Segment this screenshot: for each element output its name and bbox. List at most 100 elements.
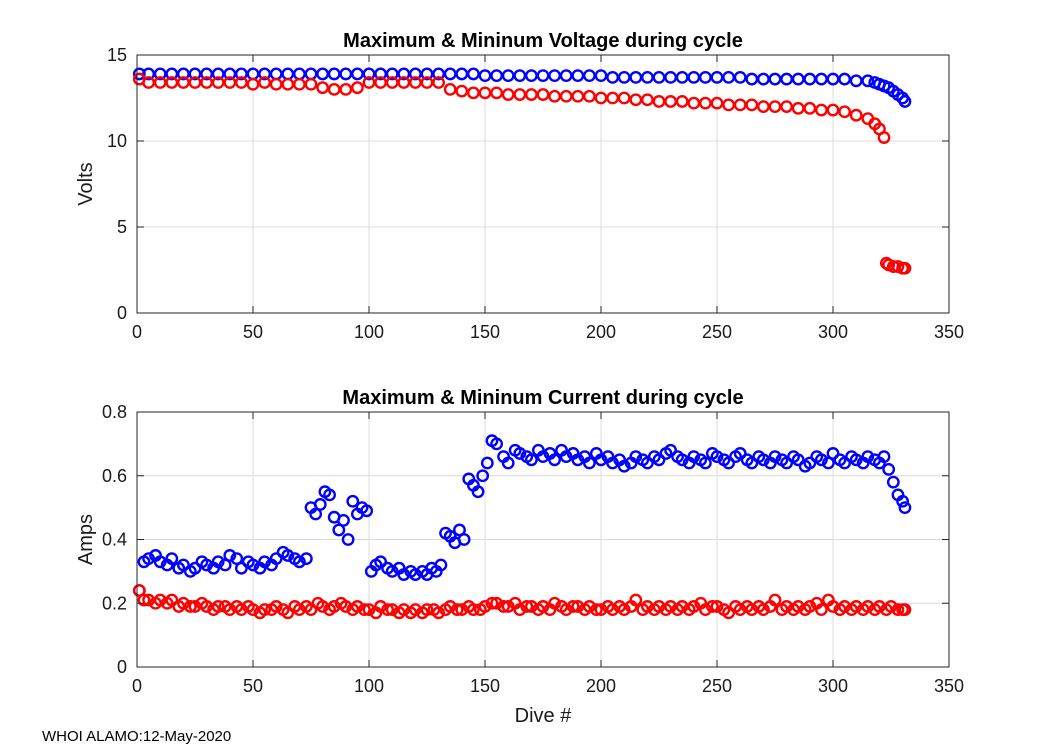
data-point [292,77,306,91]
data-point [617,459,631,473]
data-point [641,93,654,107]
data-point [629,70,643,84]
data-point [838,600,851,613]
data-point [571,89,585,103]
y-tick-label: 15 [107,45,127,65]
data-point [757,603,770,617]
data-point [879,256,893,270]
data-point [200,558,214,572]
data-point [313,498,327,511]
data-point [886,475,900,489]
data-point [434,558,448,572]
data-point [258,603,271,617]
data-point [316,67,329,81]
x-tick-label: 0 [132,676,142,696]
x-tick-label: 350 [934,322,964,342]
data-point [826,447,840,460]
data-point [722,70,735,84]
y-axis-label: Volts [75,162,97,205]
data-point [385,564,399,578]
data-point [803,600,817,613]
data-point [745,98,759,112]
data-point [548,89,561,103]
data-point [223,549,237,562]
data-point [757,453,770,467]
data-point [675,453,689,467]
data-point [884,600,898,613]
data-point [497,600,510,613]
y-tick-label: 0.6 [102,466,127,486]
data-point [617,91,631,105]
data-point [357,603,371,617]
data-point [337,513,350,527]
data-point [165,552,179,566]
data-point [397,568,411,581]
data-point [838,72,851,86]
data-point [234,76,248,89]
x-tick-label: 200 [586,322,616,342]
current-chart: 0 50 100 150 200 250 300 350 0 0.2 0.4 0.6 0.8 Maximu… [75,387,964,727]
y-tick-label: 0.4 [102,530,127,550]
data-point [710,600,724,613]
data-point [566,600,580,613]
data-point [803,456,817,470]
data-point [246,77,260,91]
data-point [898,95,912,108]
data-point [780,100,793,114]
data-point [583,600,596,613]
data-point [292,555,306,569]
data-point [594,453,608,467]
series-minimum-current [132,584,912,620]
data-point [420,76,434,89]
data-point [490,596,503,610]
x-tick-label: 50 [243,676,263,696]
data-point [466,67,480,81]
data-point [408,603,422,617]
data-point [617,603,631,617]
data-point [432,606,445,620]
data-point [142,552,156,566]
data-point [629,450,643,464]
data-point [664,443,677,457]
data-point [571,600,585,613]
data-point [292,603,306,617]
x-tick-label: 300 [818,676,848,696]
data-point [722,606,735,620]
data-point [316,81,329,95]
y-tick-label: 10 [107,131,127,151]
data-point [898,603,912,617]
data-point [559,450,573,464]
x-tick-label: 300 [818,322,848,342]
data-point [583,456,596,470]
data-point [733,447,747,460]
data-point [281,77,295,91]
data-point [501,456,515,470]
data-point [896,494,909,508]
data-point [341,533,355,546]
data-point [536,600,550,613]
data-point [316,600,329,613]
chart-title: Maximum & Mininum Current during cycle [342,387,743,409]
data-point [374,76,387,89]
data-point [780,72,793,86]
data-point [513,447,527,460]
chart-title: Maximum & Mininum Voltage during cycle [343,30,743,52]
data-point [165,593,179,607]
data-point [304,77,318,91]
data-point [745,72,759,86]
data-point [485,596,499,610]
data-point [815,603,828,617]
data-point [536,88,550,101]
data-point [234,67,248,81]
data-point [520,600,534,613]
data-point [339,67,353,81]
data-point [722,98,735,112]
data-point [536,450,550,464]
data-point [408,76,422,89]
data-point [478,69,492,83]
data-point [339,83,353,96]
data-point [898,261,912,275]
y-tick-label: 0.8 [102,402,127,422]
data-point [362,76,376,89]
data-point [471,485,485,499]
